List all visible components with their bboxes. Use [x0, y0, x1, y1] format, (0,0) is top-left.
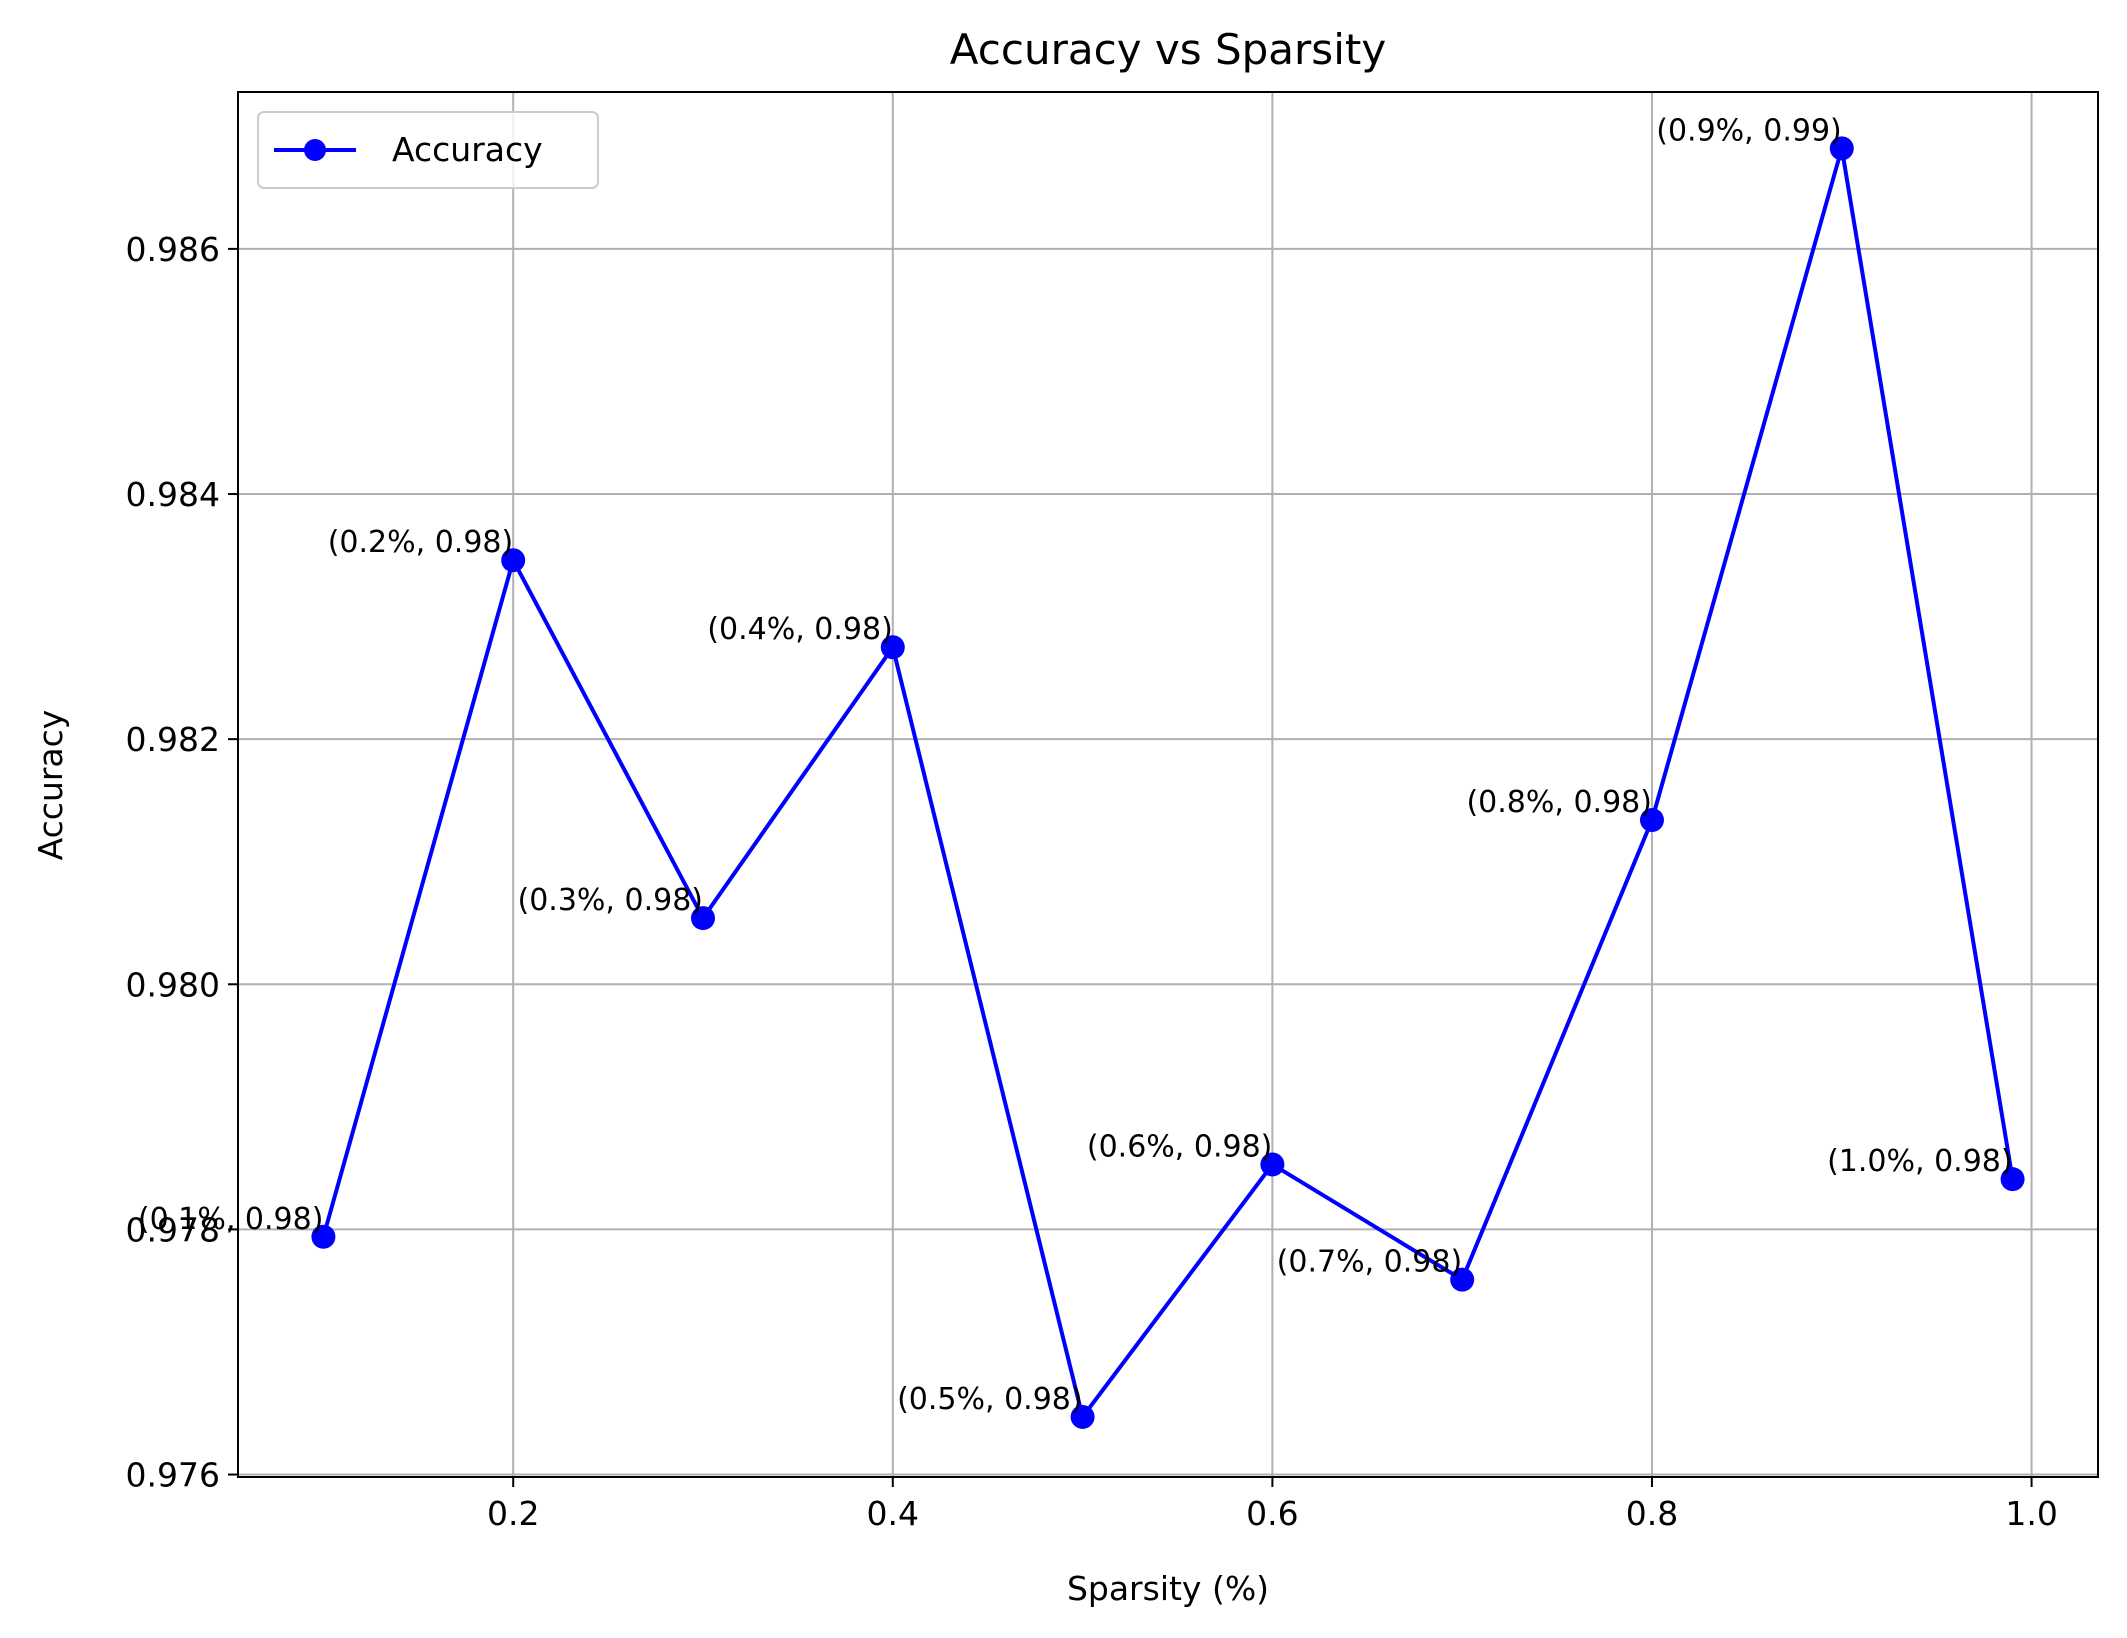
y-tick-label: 0.978: [126, 1210, 220, 1249]
x-axis-label: Sparsity (%): [1067, 1569, 1269, 1608]
legend-box: [257, 111, 599, 189]
chart-title: Accuracy vs Sparsity: [950, 25, 1386, 74]
y-axis-label: Accuracy: [31, 710, 70, 861]
grid: [238, 92, 2098, 1477]
data-point-label: (0.7%, 0.98): [1277, 1245, 1463, 1280]
data-point-label: (0.5%, 0.98): [897, 1382, 1083, 1417]
legend-label: Accuracy: [392, 130, 543, 169]
data-point: [1070, 1404, 1095, 1429]
data-point-label: (0.8%, 0.98): [1466, 785, 1652, 820]
x-tick-label: 0.4: [867, 1494, 919, 1533]
x-tick-label: 0.2: [487, 1494, 539, 1533]
x-tick-label: 1.0: [2005, 1494, 2057, 1533]
data-point: [1450, 1267, 1475, 1292]
plot-frame: [237, 91, 2099, 1478]
data-point: [2000, 1167, 2025, 1192]
y-tick-label: 0.980: [126, 965, 220, 1004]
y-tick-label: 0.982: [126, 720, 220, 759]
y-tick-label: 0.976: [126, 1456, 220, 1495]
legend: Accuracy: [257, 111, 599, 189]
y-tick-label: 0.986: [126, 230, 220, 269]
data-point: [311, 1224, 336, 1249]
data-point: [880, 635, 905, 660]
data-point-label: (1.0%, 0.98): [1827, 1144, 2013, 1179]
legend-point-marker: [304, 139, 326, 161]
data-labels: (0.1%, 0.98) (0.2%, 0.98) (0.3%, 0.98) (0.4…: [138, 113, 2013, 1417]
data-point: [1639, 808, 1664, 833]
x-tick-label: 0.8: [1626, 1494, 1678, 1533]
series-layer: [311, 136, 2025, 1429]
data-point-label: (0.3%, 0.98): [518, 883, 704, 918]
axis-ticks: 0.2 0.4 0.6 0.8 1.0 0.976 0.978 0.980 0.982 0.984…: [126, 230, 2058, 1533]
accuracy-series-line: [321, 146, 2015, 1419]
y-tick-label: 0.984: [126, 475, 220, 514]
data-point-label: (0.6%, 0.98): [1087, 1129, 1273, 1164]
x-tick-label: 0.6: [1246, 1494, 1298, 1533]
data-point-label: (0.2%, 0.98): [328, 525, 514, 560]
data-point: [501, 548, 526, 573]
data-point: [1829, 136, 1854, 161]
data-point-label: (0.9%, 0.99): [1656, 113, 1842, 148]
data-point: [1260, 1152, 1285, 1177]
data-point-label: (0.4%, 0.98): [707, 612, 893, 647]
data-point: [691, 906, 715, 931]
data-point-label: (0.1%, 0.98): [138, 1202, 324, 1237]
